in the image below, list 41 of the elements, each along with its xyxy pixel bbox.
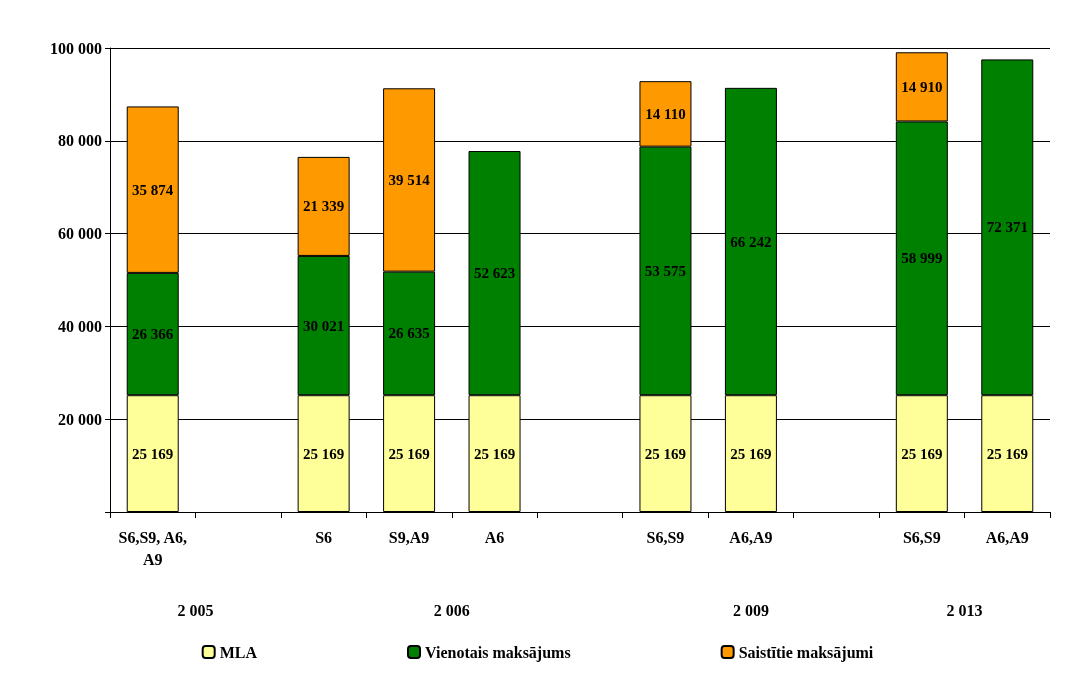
x-tick-label: S6,S9 — [646, 528, 685, 546]
data-label: 25 169 — [132, 445, 174, 462]
y-tick-label: 20 000 — [58, 410, 102, 428]
text: 2 009 — [732, 601, 769, 619]
data-label: 14 910 — [901, 78, 943, 95]
data-label: 30 021 — [303, 317, 345, 334]
data-label: 25 169 — [388, 445, 430, 462]
text: 2 005 — [177, 601, 214, 619]
data-label: 53 575 — [644, 262, 687, 279]
y-tick-label: 100 000 — [50, 39, 102, 57]
legend-label: Vienotais maksājums — [425, 643, 571, 662]
data-label: 25 169 — [303, 445, 345, 462]
x-tick-label: S6,S9, A6,A9 — [118, 528, 187, 568]
data-label: 26 635 — [388, 325, 430, 342]
data-label: 25 169 — [901, 445, 943, 462]
x-tick-label: A6,A9 — [985, 528, 1029, 546]
data-label: 52 623 — [473, 265, 516, 282]
y-tick-label: 60 000 — [58, 225, 102, 243]
text: 2 013 — [946, 601, 983, 619]
y-tick-label: 40 000 — [58, 317, 102, 335]
data-label: 25 169 — [986, 445, 1028, 462]
x-tick-label: S6,S9 — [902, 528, 941, 546]
legend-label: MLA — [219, 643, 258, 661]
data-label: 25 169 — [473, 445, 516, 462]
x-tick-label: S9,A9 — [388, 528, 430, 546]
data-label: 25 169 — [644, 445, 687, 462]
data-label: 25 169 — [730, 445, 772, 462]
data-label: 35 874 — [132, 181, 174, 198]
y-tick-label: 80 000 — [58, 132, 102, 150]
text: 2 006 — [433, 601, 470, 619]
data-label: 14 110 — [645, 105, 686, 122]
data-label: 39 514 — [388, 171, 431, 188]
data-label: 21 339 — [303, 198, 345, 215]
x-tick-label: A6 — [484, 528, 505, 546]
legend-label: Saistītie maksājumi — [738, 643, 874, 662]
data-label: 26 366 — [132, 326, 174, 343]
data-label: 72 371 — [986, 219, 1028, 236]
x-tick-label: S6 — [315, 528, 333, 546]
x-tick-label: A6,A9 — [729, 528, 773, 546]
data-label: 66 242 — [730, 233, 772, 250]
data-label: 58 999 — [901, 250, 943, 267]
